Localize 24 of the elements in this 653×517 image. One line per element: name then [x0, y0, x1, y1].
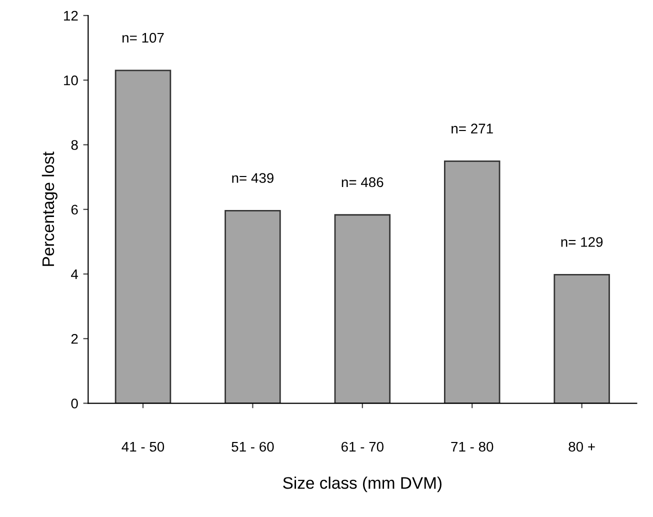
bar — [444, 160, 500, 404]
annotation: n= 129 — [561, 237, 603, 247]
x-axis-title: Size class (mm DVM) — [283, 476, 442, 492]
x-tick-label: 80 + — [568, 442, 595, 452]
y-tick-label: 12 — [64, 10, 78, 21]
y-tick-label: 6 — [71, 204, 78, 215]
bar — [114, 70, 172, 404]
x-tick-label: 51 - 60 — [232, 442, 274, 452]
annotation: n= 439 — [232, 173, 274, 183]
y-tick-label: 4 — [71, 269, 78, 280]
annotation: n= 486 — [342, 177, 384, 188]
y-tick-label: 0 — [71, 398, 78, 408]
annotation: n= 271 — [452, 124, 493, 134]
y-tick-label: 8 — [71, 140, 78, 150]
annotation: n= 107 — [122, 32, 164, 43]
y-axis-title: Percentage lost — [42, 152, 58, 266]
y-tick-label: 2 — [71, 334, 78, 344]
bar — [334, 214, 391, 404]
y-tick-label: 10 — [64, 75, 78, 86]
x-tick-label: 61 - 70 — [342, 442, 384, 452]
x-tick-label: 41 - 50 — [122, 442, 164, 452]
bar — [554, 274, 610, 404]
bar — [224, 210, 281, 404]
x-tick-label: 71 - 80 — [451, 442, 494, 452]
